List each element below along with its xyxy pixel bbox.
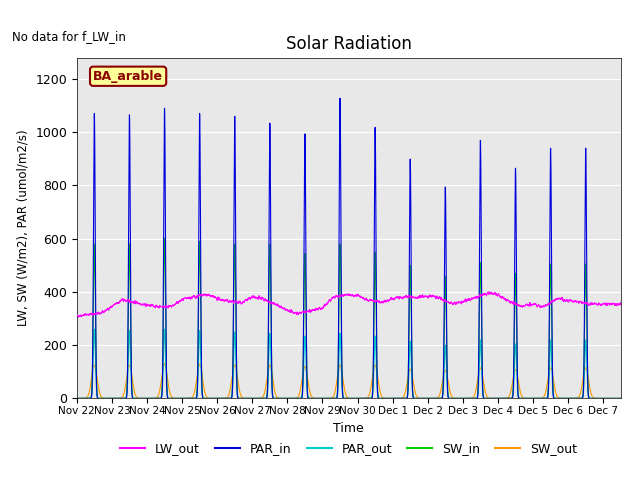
- Text: No data for f_LW_in: No data for f_LW_in: [12, 30, 125, 43]
- Y-axis label: LW, SW (W/m2), PAR (umol/m2/s): LW, SW (W/m2), PAR (umol/m2/s): [17, 130, 29, 326]
- Legend: LW_out, PAR_in, PAR_out, SW_in, SW_out: LW_out, PAR_in, PAR_out, SW_in, SW_out: [115, 437, 582, 460]
- Text: BA_arable: BA_arable: [93, 70, 163, 83]
- Title: Solar Radiation: Solar Radiation: [286, 35, 412, 53]
- X-axis label: Time: Time: [333, 421, 364, 434]
